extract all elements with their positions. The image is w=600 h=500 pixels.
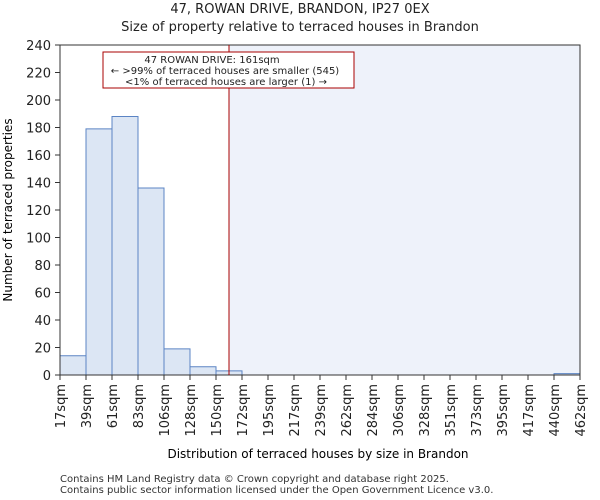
bar-61sqm: [111, 116, 139, 376]
y-tick-label: 160: [26, 149, 51, 164]
annotation-line-1: 47 ROWAN DRIVE: 161sqm: [144, 55, 279, 66]
annotation-box: [102, 51, 355, 89]
x-tick-label: 106sqm: [158, 384, 173, 437]
bar-106sqm: [163, 348, 191, 376]
x-tick-label: 306sqm: [392, 384, 407, 437]
y-tick-label: 80: [34, 259, 51, 274]
bar-128sqm: [189, 366, 217, 376]
x-tick-label: 395sqm: [496, 384, 511, 437]
bar-39sqm: [85, 128, 113, 376]
bar-83sqm: [137, 187, 165, 376]
annotation-line-2: ← >99% of terraced houses are smaller (5…: [111, 66, 340, 77]
chart-title: Size of property relative to terraced ho…: [121, 20, 479, 35]
y-tick-label: 240: [26, 39, 51, 54]
y-tick-label: 180: [26, 122, 51, 137]
larger-region-shade: [229, 45, 580, 375]
y-tick-label: 0: [43, 369, 51, 384]
x-tick-label: 172sqm: [236, 384, 251, 437]
y-tick-label: 200: [26, 94, 51, 109]
y-tick-label: 220: [26, 67, 51, 82]
y-axis-label: Number of terraced properties: [1, 118, 15, 301]
x-tick-label: 61sqm: [106, 384, 121, 428]
x-tick-label: 128sqm: [184, 384, 199, 437]
x-tick-label: 83sqm: [132, 384, 147, 428]
x-axis-label: Distribution of terraced houses by size …: [167, 447, 468, 461]
footer-licence: Contains public sector information licen…: [60, 485, 494, 496]
x-tick-label: 239sqm: [314, 384, 329, 437]
y-tick-label: 100: [26, 232, 51, 247]
x-tick-label: 17sqm: [54, 384, 69, 428]
x-tick-label: 150sqm: [210, 384, 225, 437]
y-tick-label: 120: [26, 204, 51, 219]
x-tick-label: 328sqm: [418, 384, 433, 437]
x-tick-label: 217sqm: [288, 384, 303, 437]
y-tick-label: 60: [34, 287, 51, 302]
x-tick-label: 373sqm: [470, 384, 485, 437]
annotation-line-3: <1% of terraced houses are larger (1) →: [125, 77, 327, 88]
y-tick-label: 40: [34, 314, 51, 329]
chart-title-address: 47, ROWAN DRIVE, BRANDON, IP27 0EX: [170, 2, 430, 17]
x-tick-label: 462sqm: [574, 384, 589, 437]
y-tick-label: 20: [34, 342, 51, 357]
y-tick-label: 140: [26, 177, 51, 192]
x-tick-label: 195sqm: [262, 384, 277, 437]
x-tick-label: 417sqm: [522, 384, 537, 437]
x-tick-label: 262sqm: [340, 384, 355, 437]
x-tick-label: 440sqm: [548, 384, 563, 437]
x-tick-label: 351sqm: [444, 384, 459, 437]
footer-copyright: Contains HM Land Registry data © Crown c…: [60, 474, 449, 485]
bar-17sqm: [59, 355, 87, 376]
x-tick-label: 284sqm: [366, 384, 381, 437]
x-tick-label: 39sqm: [80, 384, 95, 428]
